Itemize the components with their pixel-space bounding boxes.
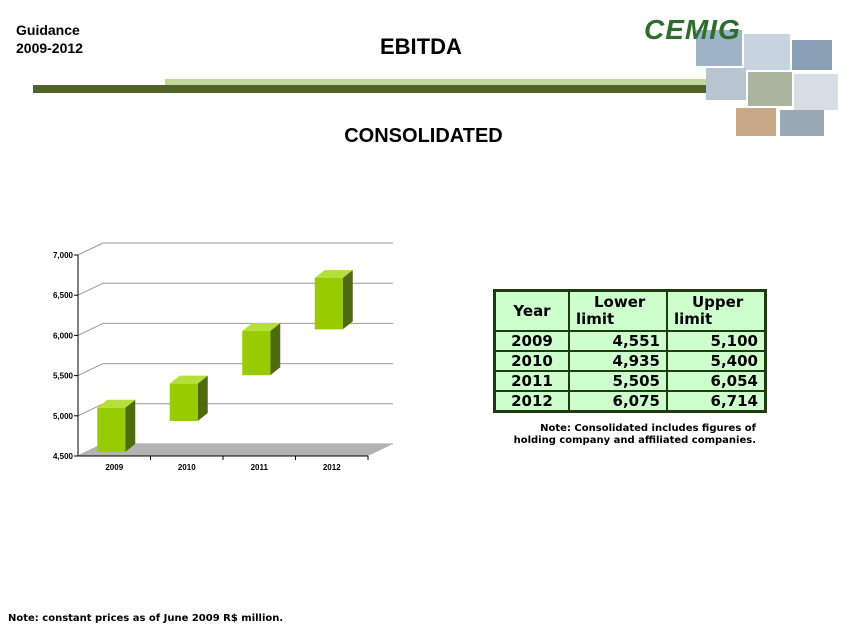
cell-lower: 6,075	[568, 390, 668, 413]
gridline-diagonal	[77, 322, 104, 336]
cemig-logo: CEMIG	[644, 14, 741, 45]
y-tick-label: 7,000	[53, 251, 74, 260]
x-tick-label: 2010	[178, 463, 196, 472]
table-row: 2009 4,551 5,100	[493, 330, 767, 352]
x-tick-label: 2011	[251, 463, 269, 472]
header-accent-light	[165, 79, 725, 85]
section-subtitle: CONSOLIDATED	[344, 125, 503, 147]
cell-lower: 4,935	[568, 350, 668, 372]
gridline-diagonal	[77, 242, 104, 256]
cell-lower: 4,551	[568, 330, 668, 352]
consolidation-note: Note: Consolidated includes figures of ho…	[513, 423, 756, 446]
header-year: Year	[493, 289, 570, 332]
cell-upper: 6,054	[666, 370, 767, 392]
cell-year: 2010	[493, 350, 570, 372]
bar	[242, 331, 271, 376]
gridline-diagonal	[77, 363, 104, 377]
bar-side	[125, 399, 136, 452]
y-tick-label: 6,500	[53, 291, 74, 300]
chart-floor	[78, 444, 393, 456]
header-upper-limit: Upper limit	[666, 289, 767, 332]
y-tick-label: 4,500	[53, 452, 74, 461]
bar-side	[270, 323, 281, 376]
bar-side	[342, 269, 353, 330]
y-tick-label: 5,500	[53, 372, 74, 381]
gridline-diagonal	[77, 282, 104, 296]
y-tick-label: 5,000	[53, 412, 74, 421]
bar-top	[169, 375, 208, 384]
cell-upper: 6,714	[666, 390, 767, 413]
photo-collage-image	[696, 30, 838, 136]
bar	[314, 277, 343, 330]
bar	[97, 407, 126, 452]
cell-year: 2012	[493, 390, 570, 413]
header-accent-dark	[33, 85, 729, 93]
cell-year: 2011	[493, 370, 570, 392]
bar-top	[242, 323, 281, 332]
table-row: 2011 5,505 6,054	[493, 370, 767, 392]
bar-side	[197, 375, 208, 422]
x-tick-label: 2012	[323, 463, 341, 472]
gridline-diagonal	[77, 403, 104, 417]
bar-top	[97, 399, 136, 408]
prices-note: Note: constant prices as of June 2009 R$…	[8, 613, 284, 624]
cell-year: 2009	[493, 330, 570, 352]
guidance-label: Guidance	[16, 22, 80, 38]
header-lower-limit: Lower limit	[568, 289, 668, 332]
cell-lower: 5,505	[568, 370, 668, 392]
period-label: 2009-2012	[16, 40, 83, 56]
bar	[169, 383, 198, 422]
ebitda-range-chart: 4,500 5,000 5,500 6,000 6,500 7,000 2009 2010 20…	[53, 242, 393, 472]
slide-title: EBITDA	[380, 34, 462, 59]
table-row: 2012 6,075 6,714	[493, 390, 767, 413]
cell-upper: 5,100	[666, 330, 767, 352]
table-row: 2010 4,935 5,400	[493, 350, 767, 372]
bar-top	[314, 269, 353, 278]
table-header-row: Year Lower limit Upper limit	[493, 289, 767, 332]
x-tick-label: 2009	[105, 463, 123, 472]
cell-upper: 5,400	[666, 350, 767, 372]
y-tick-label: 6,000	[53, 331, 74, 340]
guidance-table: Year Lower limit Upper limit 2009 4,551 5,…	[493, 289, 767, 413]
